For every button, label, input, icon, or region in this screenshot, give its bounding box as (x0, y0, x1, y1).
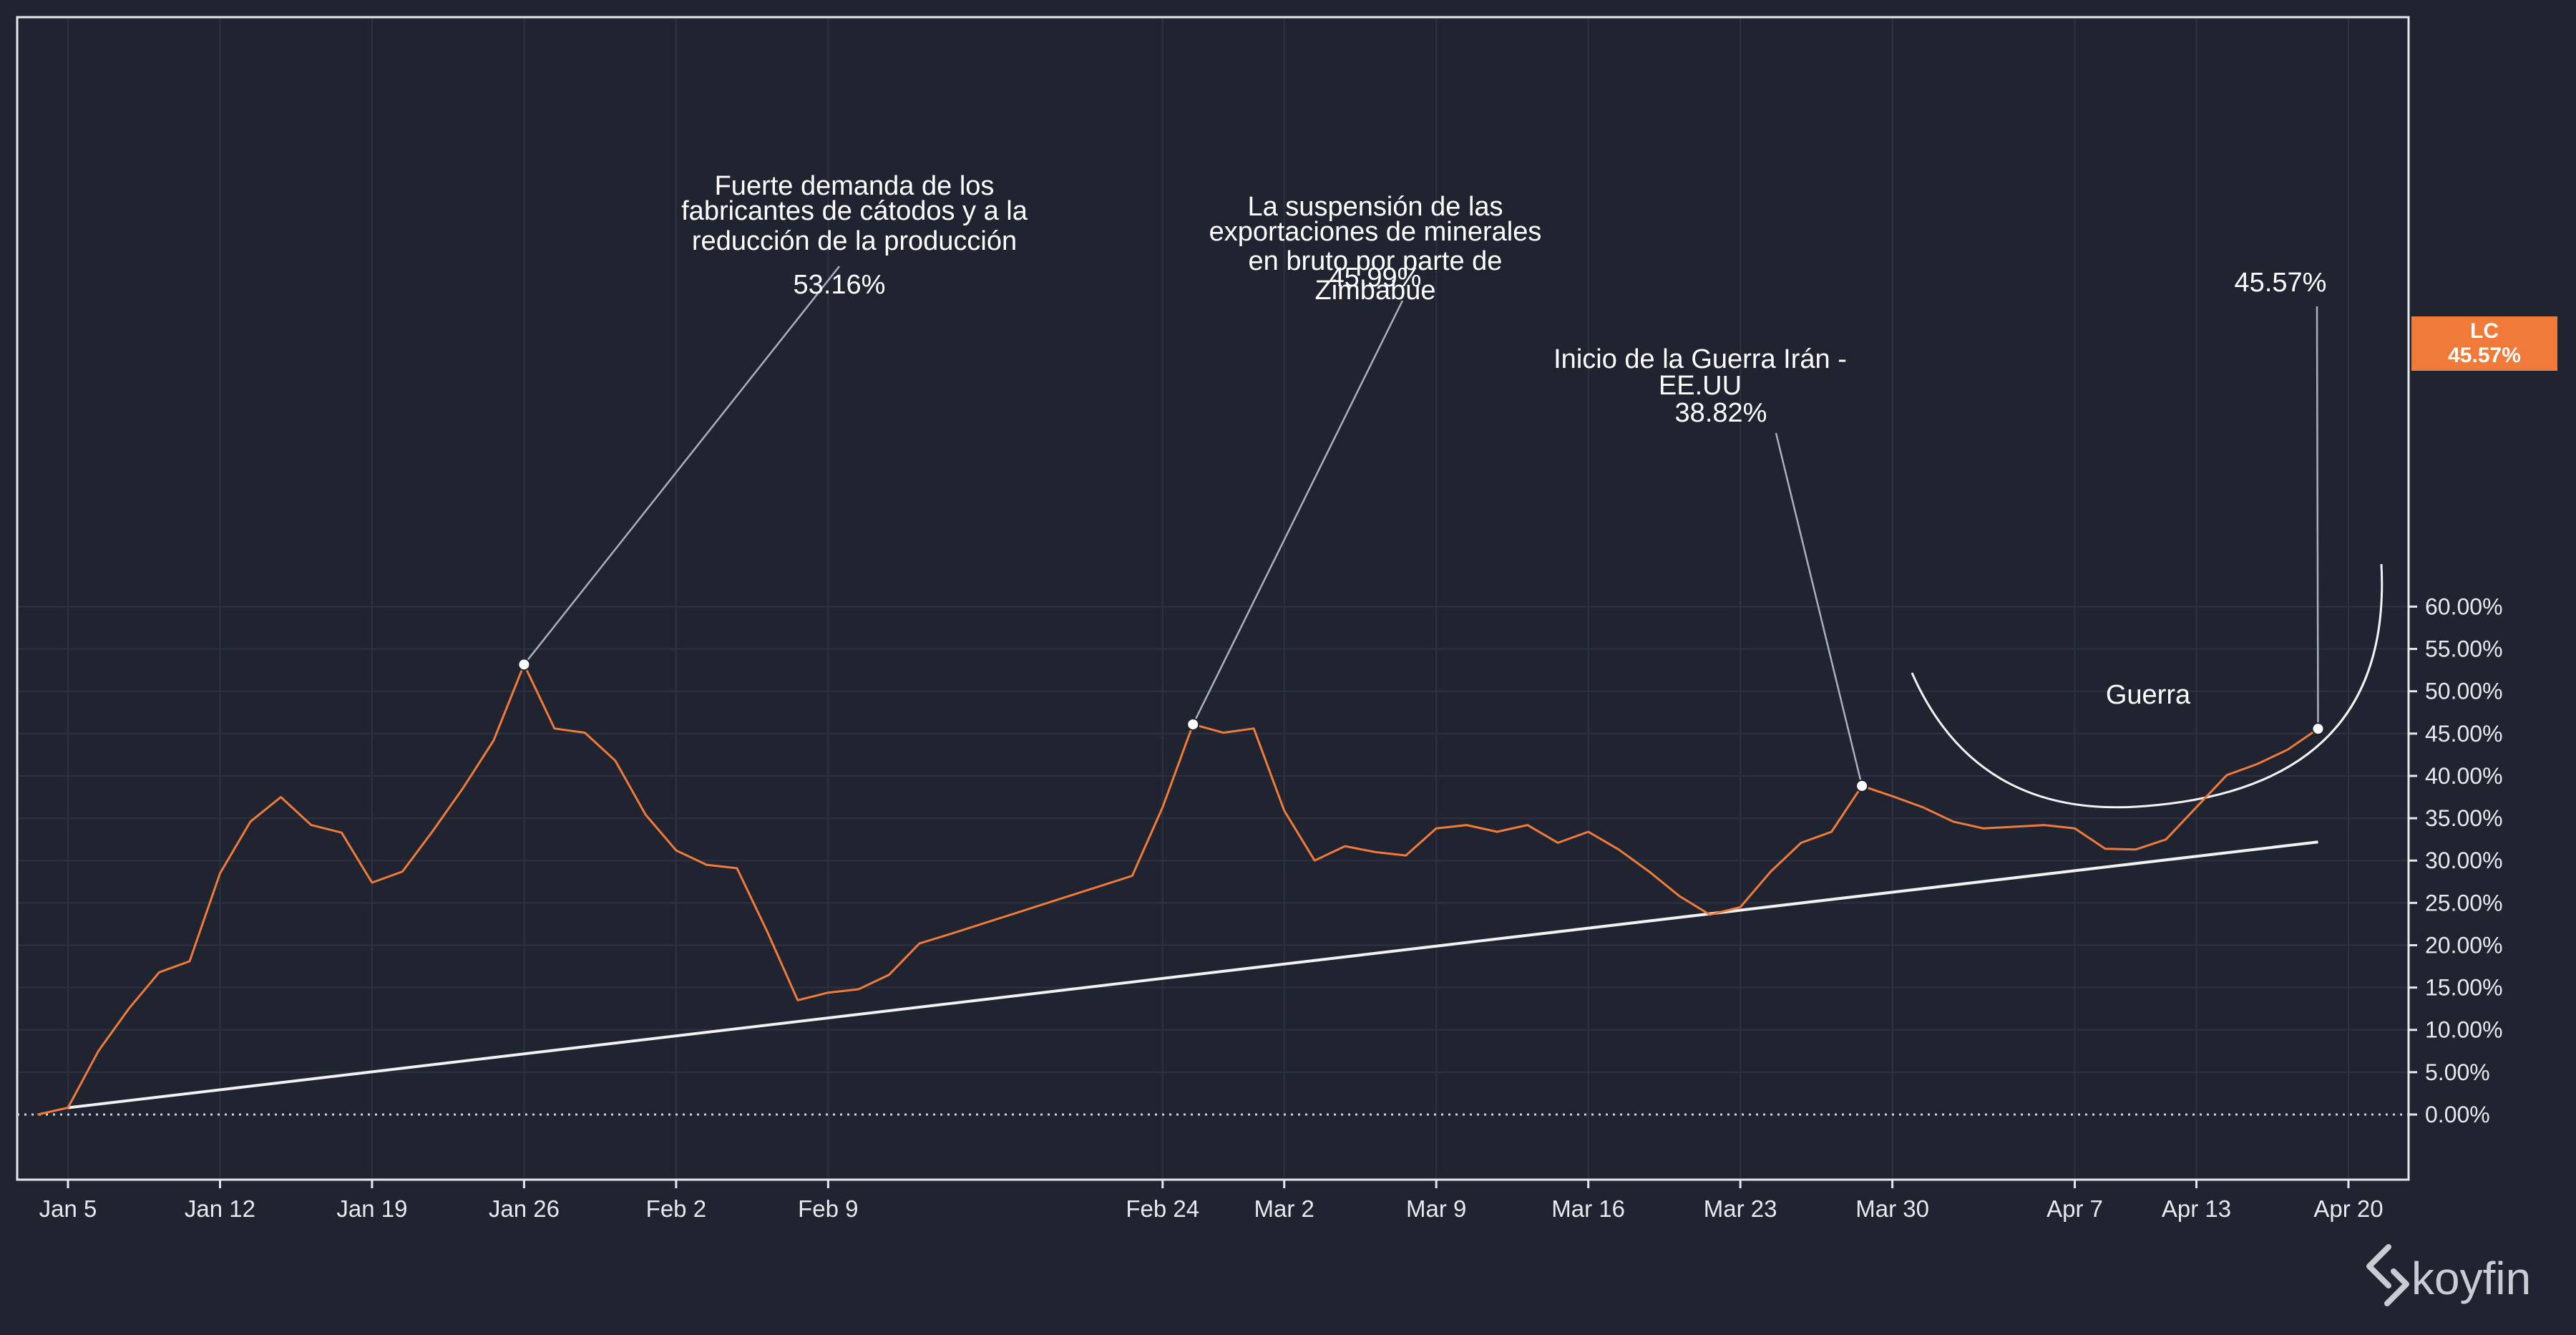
y-tick-label: 40.00% (2425, 763, 2503, 789)
annotation-text-line: reducción de la producción (692, 226, 1017, 256)
x-tick-label: Apr 13 (2162, 1195, 2231, 1222)
x-tick-label: Jan 12 (185, 1195, 255, 1222)
x-tick-label: Jan 26 (489, 1195, 560, 1222)
y-tick-label: 55.00% (2425, 636, 2503, 662)
x-tick-label: Feb 9 (798, 1195, 858, 1222)
x-tick-label: Feb 2 (646, 1195, 706, 1222)
annotation-value-label: 45.99% (1330, 263, 1422, 293)
annotation-text-line: Fuerte demanda de los (715, 171, 995, 201)
x-axis: Jan 5 Jan 12 Jan 19 Jan 26 Feb 2 Feb 9 Feb 24 M… (39, 1180, 2384, 1222)
annotation-value-label: 38.82% (1675, 398, 1767, 428)
koyfin-mark-icon (2366, 1244, 2409, 1306)
y-tick-label: 0.00% (2425, 1102, 2490, 1127)
annotation-text-line: La suspensión de las (1247, 192, 1503, 222)
guerra-arc (1911, 563, 2384, 809)
last-value-amount: 45.57% (2448, 344, 2521, 367)
annotation-text-line: EE.UU (1659, 371, 1742, 401)
y-tick-label: 60.00% (2425, 593, 2503, 619)
annotation-4: 45.57% (2235, 268, 2327, 736)
series-layer (37, 663, 2319, 1116)
brand-name: koyfin (2411, 1253, 2531, 1304)
annotation-point (517, 658, 531, 671)
annotation-leader-line (1192, 300, 1404, 725)
y-tick-label: 5.00% (2425, 1059, 2490, 1085)
y-tick-label: 30.00% (2425, 848, 2503, 873)
annotation-text-line: fabricantes de cátodos y a la (681, 196, 1028, 226)
x-tick-label: Mar 30 (1855, 1195, 1929, 1222)
koyfin-logo: koyfin (2366, 1244, 2531, 1306)
x-tick-label: Jan 5 (39, 1195, 97, 1222)
x-tick-label: Jan 19 (336, 1195, 407, 1222)
annotation-text-line: Inicio de la Guerra Irán - (1553, 344, 1847, 374)
y-tick-label: 20.00% (2425, 932, 2503, 958)
annotation-leader-line (2316, 306, 2319, 729)
x-tick-label: Mar 9 (1406, 1195, 1466, 1222)
annotation-value-label: 53.16% (794, 270, 886, 300)
annotation-leader-line (1775, 432, 1863, 787)
annotation-text-line: en bruto por parte de (1249, 246, 1503, 276)
y-tick-label: 15.00% (2425, 975, 2503, 1001)
y-tick-label: 25.00% (2425, 890, 2503, 916)
annotation-leader-line (523, 266, 840, 666)
annotation-text-line: exportaciones de minerales (1209, 217, 1542, 247)
x-tick-label: Mar 2 (1254, 1195, 1314, 1222)
trendline (67, 840, 2318, 1110)
y-tick-label: 45.00% (2425, 721, 2503, 747)
guerra-label: Guerra (2106, 680, 2191, 710)
x-tick-label: Mar 16 (1551, 1195, 1625, 1222)
last-value-label: LC 45.57% (2411, 316, 2557, 371)
annotation-value-label: 45.57% (2235, 268, 2327, 298)
y-tick-label: 35.00% (2425, 805, 2503, 831)
x-tick-label: Apr 20 (2313, 1195, 2383, 1222)
series-line-LC (37, 663, 2319, 1116)
x-tick-label: Apr 7 (2046, 1195, 2103, 1222)
grid-layer (17, 17, 2409, 1180)
annotation-point (2311, 722, 2325, 736)
last-value-badge (2411, 316, 2557, 371)
annotation-point (1186, 717, 1200, 731)
plot-frame (16, 16, 2410, 1181)
y-tick-label: 10.00% (2425, 1017, 2503, 1043)
annotation-text-line: Zimbabue (1315, 276, 1436, 306)
y-axis: 60.00% 55.00% 50.00% 45.00% 40.00% 35.00% 30.0… (2409, 593, 2503, 1127)
y-tick-label: 50.00% (2425, 679, 2503, 704)
x-tick-label: Mar 23 (1704, 1195, 1777, 1222)
annotation-point (1855, 779, 1869, 792)
last-value-series-name: LC (2470, 319, 2499, 343)
x-tick-label: Feb 24 (1126, 1195, 1199, 1222)
